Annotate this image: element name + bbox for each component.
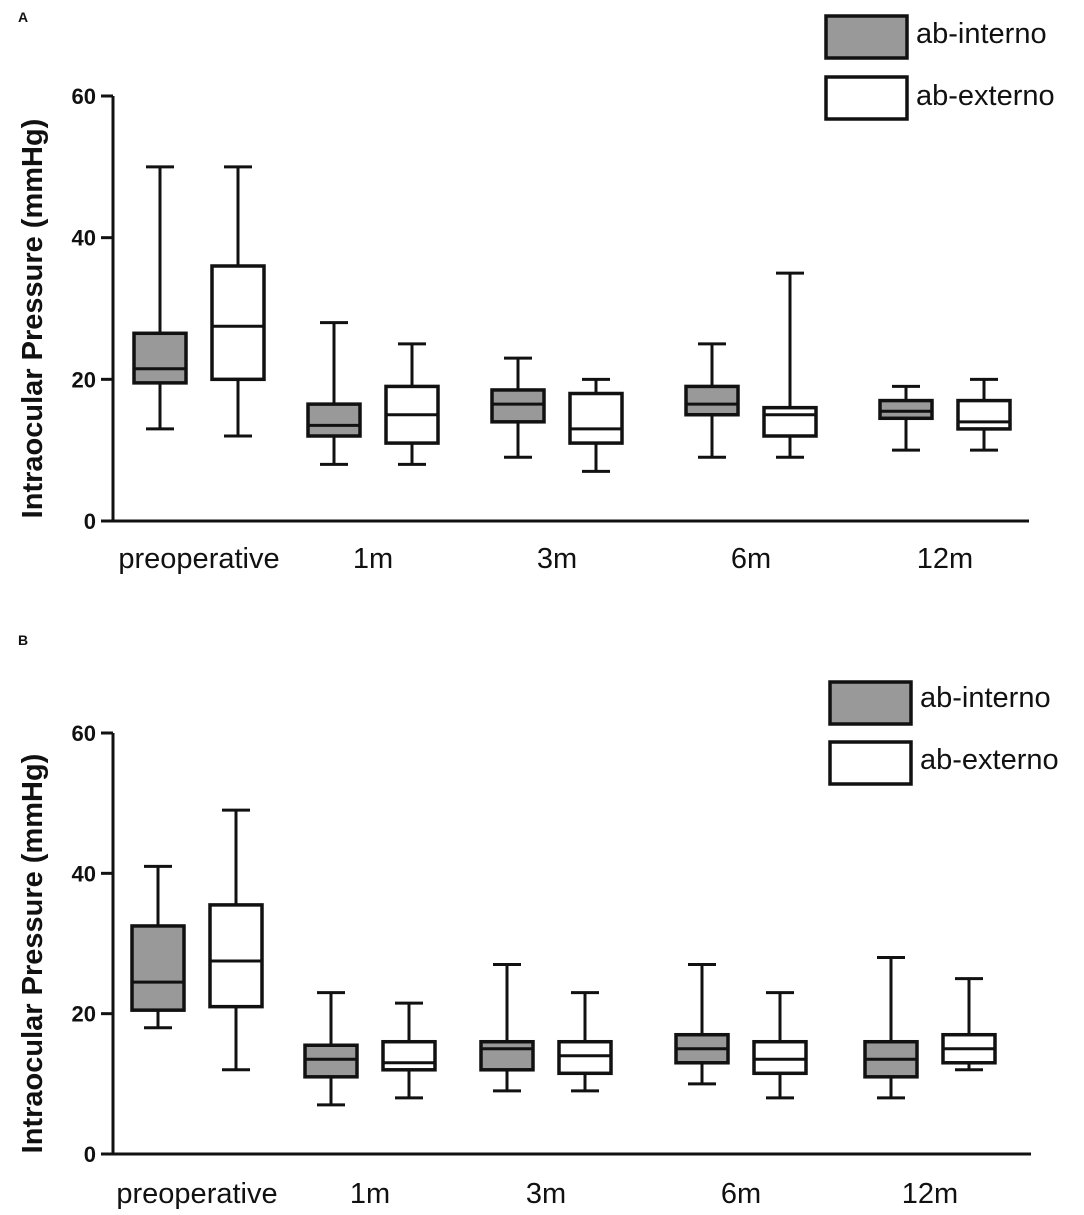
y-tick-label: 40 — [72, 861, 96, 886]
x-category-label: 12m — [917, 543, 973, 575]
y-tick-label: 0 — [84, 1142, 96, 1167]
x-category-label: preoperative — [116, 1178, 277, 1210]
legend-swatch-ab-interno — [828, 680, 913, 726]
iqr-box — [762, 405, 818, 438]
y-axis-title: Intraocular Pressure (mmHg) — [17, 119, 49, 519]
y-tick-label: 60 — [72, 84, 96, 109]
box-ab-interno — [479, 963, 535, 1093]
x-category-label: 6m — [721, 1178, 761, 1210]
x-category-label: 6m — [731, 543, 771, 575]
iqr-box — [684, 384, 740, 417]
iqr-box — [956, 398, 1012, 431]
legend-label: ab-interno — [920, 682, 1051, 714]
box-ab-externo — [208, 808, 264, 1072]
iqr-box — [557, 1039, 613, 1076]
box-ab-interno — [863, 956, 919, 1100]
legend-swatch-ab-externo — [824, 75, 909, 121]
iqr-box — [878, 398, 934, 421]
legend-label: ab-externo — [916, 80, 1055, 112]
box-ab-interno — [303, 991, 359, 1107]
box-ab-externo — [568, 377, 624, 473]
x-category-label: 1m — [353, 543, 393, 575]
box-ab-externo — [956, 377, 1012, 452]
y-tick-label: 60 — [72, 721, 96, 746]
legend-label: ab-externo — [920, 744, 1059, 776]
iqr-box — [303, 1043, 359, 1079]
box-ab-externo — [941, 977, 997, 1072]
y-tick-label: 20 — [72, 1002, 96, 1027]
box-ab-interno — [684, 342, 740, 459]
iqr-box — [479, 1039, 535, 1072]
iqr-box — [208, 903, 264, 1009]
panel-label: A — [18, 9, 28, 25]
box-ab-externo — [384, 342, 440, 466]
box-ab-interno — [130, 864, 186, 1030]
box-ab-externo — [762, 271, 818, 459]
box-ab-interno — [306, 321, 362, 466]
panel-b: B 0 20 40 60 Intraocular Pressure (mmHg) preop… — [17, 632, 1059, 1210]
legend-label: ab-interno — [916, 18, 1047, 50]
legend-swatch-ab-externo — [828, 740, 913, 786]
iqr-box — [568, 391, 624, 445]
x-category-label: 1m — [350, 1178, 390, 1210]
box-ab-interno — [674, 963, 730, 1086]
y-tick-label: 40 — [72, 226, 96, 251]
x-category-label: 3m — [526, 1178, 566, 1210]
iqr-box — [132, 331, 188, 385]
box-ab-externo — [381, 1001, 437, 1100]
iqr-box — [752, 1039, 808, 1076]
x-category-label: 12m — [902, 1178, 958, 1210]
x-category-label: 3m — [537, 543, 577, 575]
x-category-label: preoperative — [118, 543, 279, 575]
iqr-box — [381, 1039, 437, 1072]
box-ab-interno — [878, 384, 934, 452]
iqr-box — [490, 388, 546, 424]
legend-swatch-ab-interno — [824, 14, 909, 60]
iqr-box — [306, 402, 362, 438]
box-ab-externo — [752, 991, 808, 1100]
panel-label: B — [18, 632, 28, 648]
box-ab-interno — [132, 165, 188, 431]
panel-a: A 0 20 40 60 Intraocular Pressure (mmHg) preop… — [17, 9, 1055, 575]
y-tick-label: 0 — [84, 509, 96, 534]
iqr-box — [210, 264, 266, 382]
box-ab-externo — [210, 165, 266, 438]
y-axis-title: Intraocular Pressure (mmHg) — [17, 754, 49, 1154]
iqr-box — [130, 924, 186, 1012]
box-ab-externo — [557, 991, 613, 1093]
y-tick-label: 20 — [72, 367, 96, 392]
box-ab-interno — [490, 356, 546, 459]
